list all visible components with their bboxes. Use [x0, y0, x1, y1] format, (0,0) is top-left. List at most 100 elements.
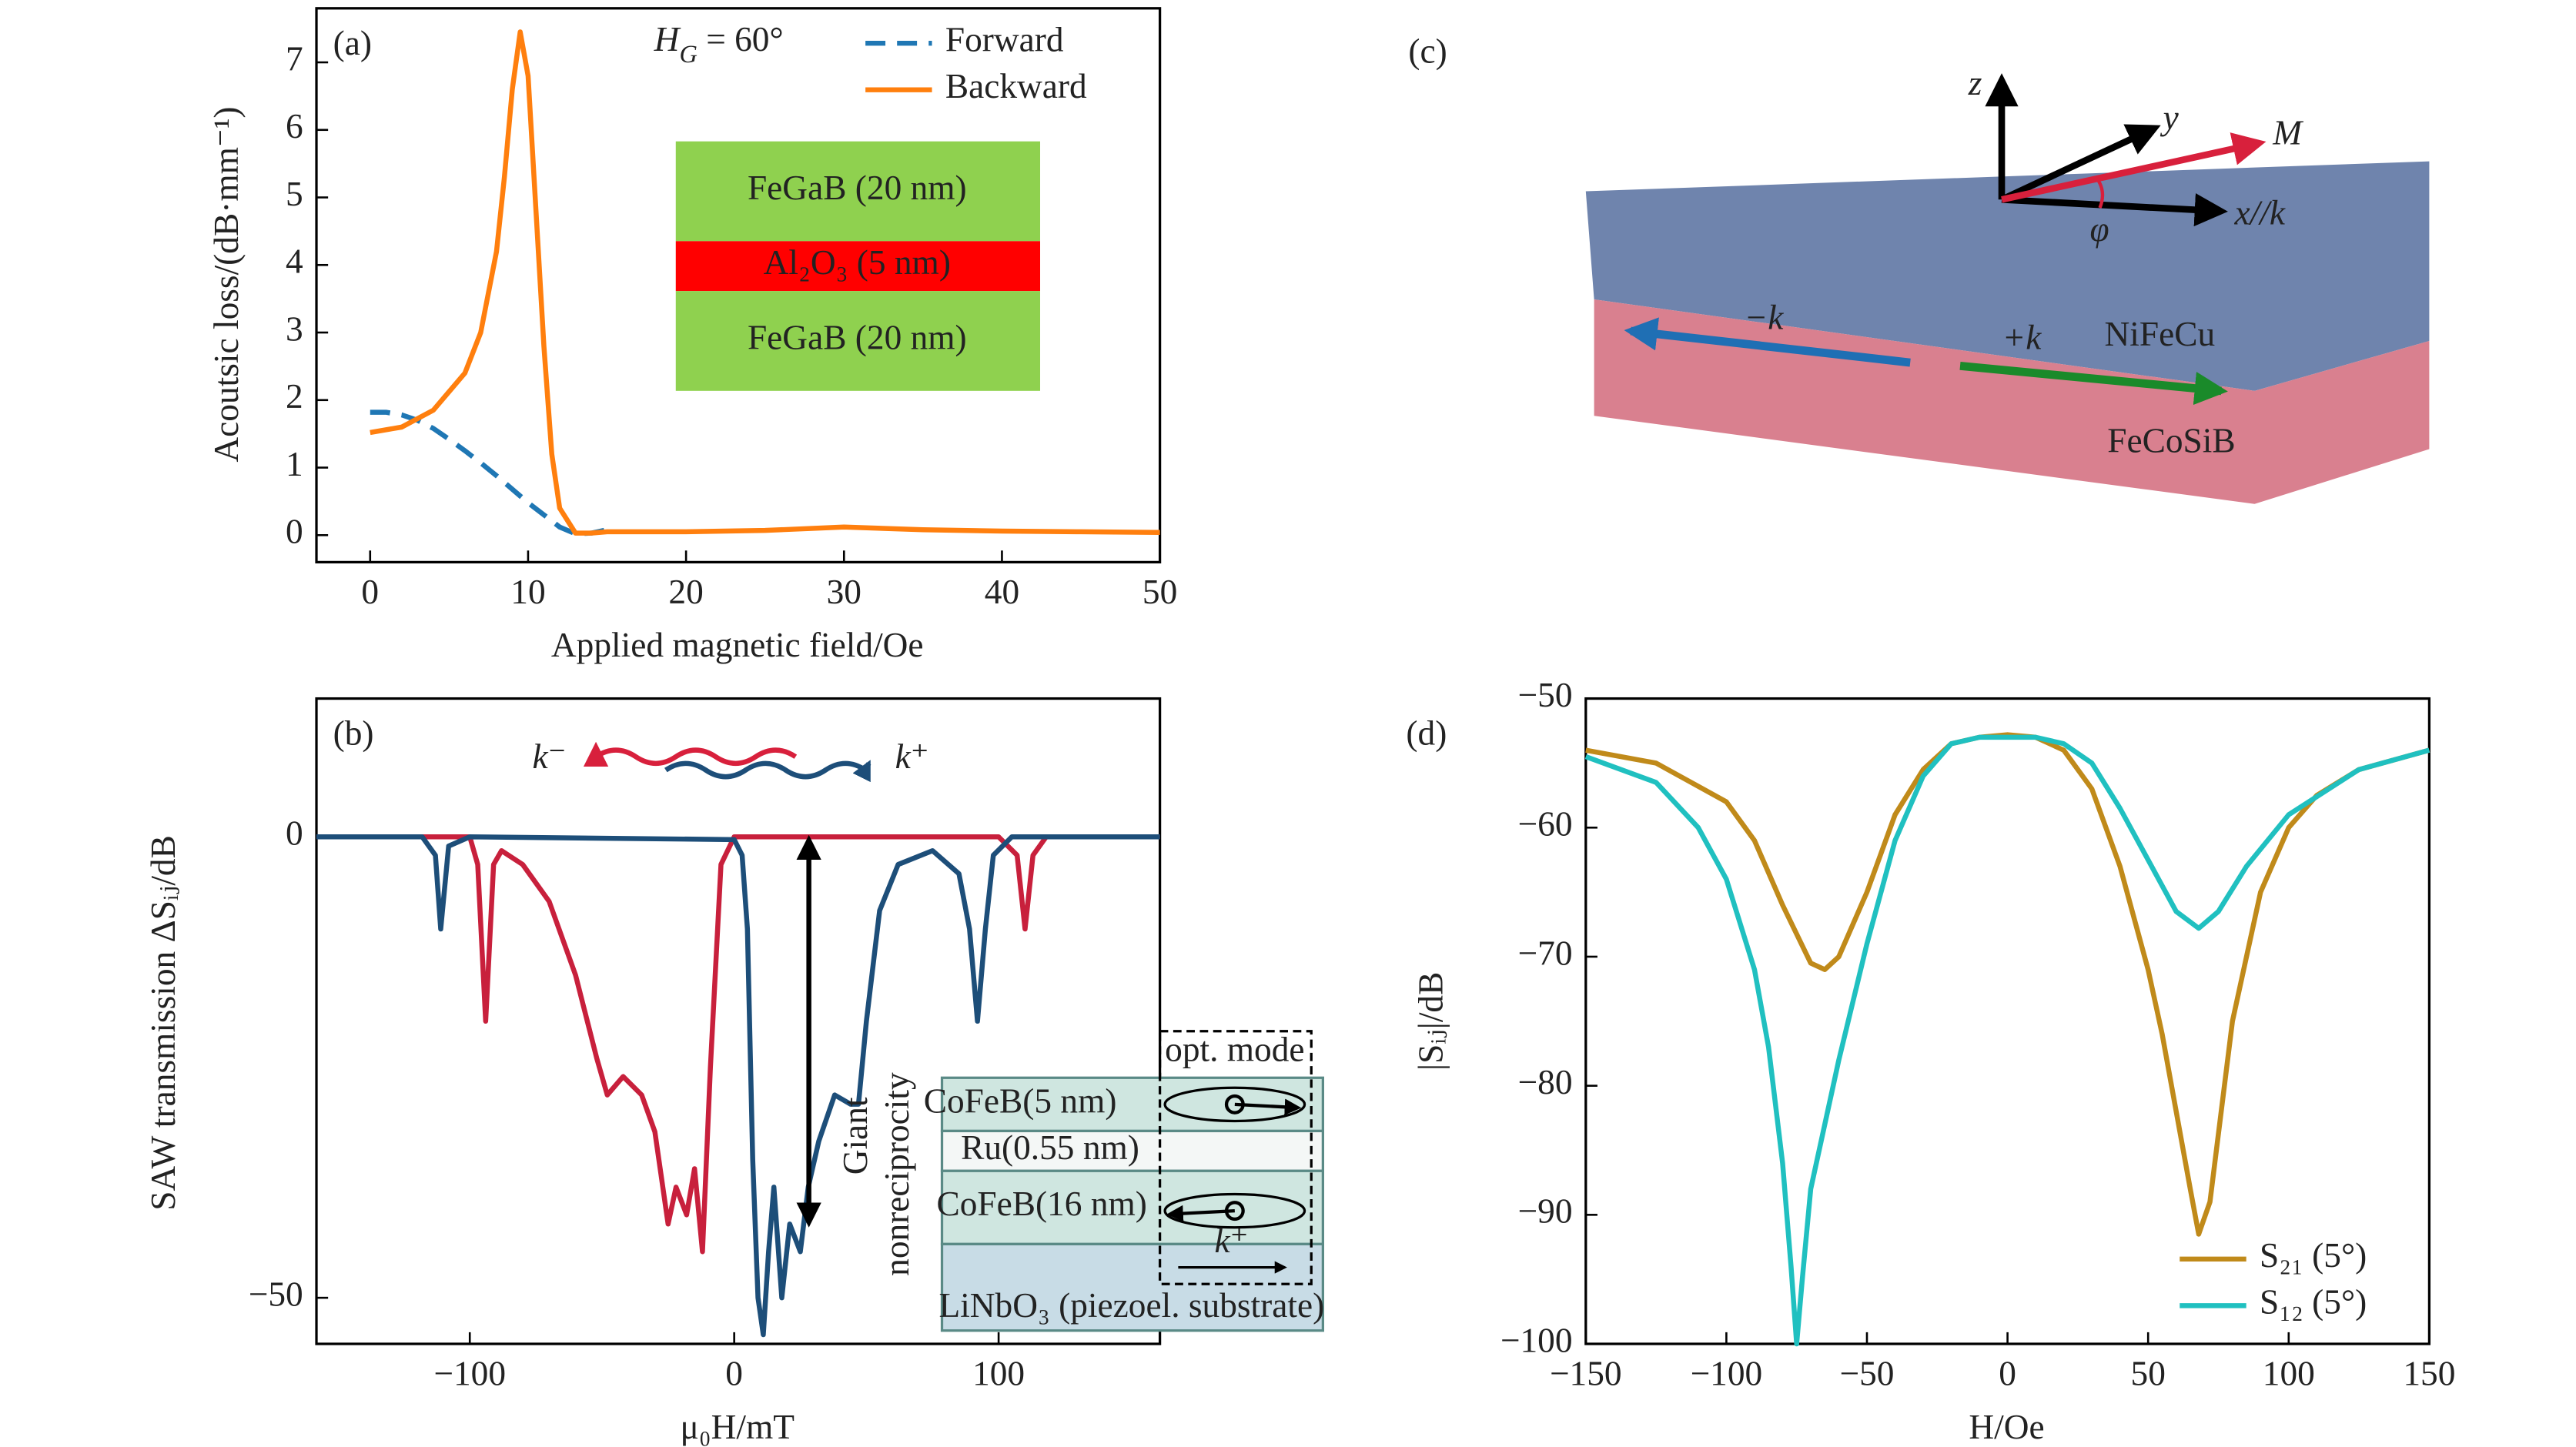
y-tick-label: 7: [286, 39, 303, 78]
inset-layer: [675, 291, 1041, 391]
y-tick-label: −90: [1518, 1192, 1573, 1231]
x-tick-label: 50: [1142, 573, 1177, 611]
annotation: HG = 60°: [654, 21, 784, 69]
y-tick-label: −60: [1518, 805, 1573, 844]
y-tick-label: 4: [286, 242, 303, 281]
x-axis-label: μ₀H/mT: [680, 1408, 794, 1446]
x-tick-label: 100: [972, 1355, 1025, 1393]
x-tick-label: 0: [1999, 1355, 2016, 1393]
annotation: k⁻: [533, 737, 567, 776]
annotation: Giant: [836, 1097, 875, 1175]
x-axis-label: H/Oe: [1969, 1408, 2044, 1446]
series-line: [1585, 732, 2430, 1237]
layer-label: NiFeCu: [2104, 315, 2215, 353]
wave-arrow: [583, 741, 798, 767]
legend-label: S₁₂ (5°): [2260, 1283, 2367, 1322]
inset-label: FeGaB (20 nm): [748, 169, 967, 207]
y-tick-label: 2: [286, 377, 303, 416]
y-tick-label: −70: [1518, 934, 1573, 972]
x-tick-label: −150: [1550, 1355, 1622, 1393]
y-tick-label: −100: [1500, 1321, 1573, 1359]
axis-name: M: [2272, 114, 2303, 152]
inset-label: CoFeB(16 nm): [936, 1185, 1146, 1223]
x-tick-label: 10: [510, 573, 545, 611]
x-tick-label: 50: [2131, 1355, 2166, 1393]
x-tick-label: 150: [2403, 1355, 2455, 1393]
x-tick-label: 0: [361, 573, 379, 611]
legend-label: Backward: [945, 67, 1087, 105]
inset-label: opt. mode: [1165, 1030, 1304, 1068]
x-tick-label: −100: [433, 1355, 506, 1393]
k-label: +k: [2002, 318, 2042, 356]
inset-layer: [940, 1242, 1324, 1332]
axis-arrow: [2001, 193, 2228, 227]
y-tick-label: 5: [286, 175, 303, 213]
y-tick-label: −50: [249, 1275, 303, 1314]
m-arrow: [2001, 132, 2267, 203]
y-tick-label: 1: [286, 445, 303, 483]
inset-layer: [940, 1169, 1324, 1245]
x-tick-label: 40: [985, 573, 1019, 611]
y-tick-label: 3: [286, 309, 303, 348]
inset-label: CoFeB(5 nm): [924, 1081, 1117, 1120]
dot-symbol: [1224, 1094, 1245, 1114]
x-tick-label: −50: [1840, 1355, 1895, 1393]
panel-label: (b): [333, 714, 374, 753]
y-tick-label: 0: [286, 513, 303, 551]
x-tick-label: 100: [2263, 1355, 2315, 1393]
inset-label: k⁺: [1214, 1221, 1248, 1260]
series-line: [370, 29, 1160, 536]
y-tick-label: −50: [1518, 676, 1573, 714]
panel-label: (c): [1408, 32, 1447, 71]
inset-label: Ru(0.55 nm): [961, 1128, 1139, 1167]
axis-name: z: [1968, 64, 1982, 102]
y-axis-label: SAW transmission ΔSᵢⱼ/dB: [144, 835, 182, 1211]
legend-label: Forward: [945, 21, 1064, 59]
inset-box: [1158, 1030, 1313, 1285]
k-label: −k: [1745, 298, 1785, 336]
y-tick-label: 0: [286, 814, 303, 853]
angle-name: φ: [2090, 210, 2109, 249]
annotation: nonreciprocity: [878, 1072, 916, 1276]
angle-arc: [2095, 176, 2105, 209]
inset-label: LiNbO₃ (piezoel. substrate): [938, 1286, 1324, 1325]
precession: [1163, 1192, 1306, 1229]
y-tick-label: −80: [1518, 1063, 1573, 1101]
panel-label: (d): [1406, 714, 1447, 753]
annotation-part: H: [654, 21, 681, 59]
plot-frame: [315, 697, 1162, 1345]
series-line: [1584, 734, 2430, 1347]
inset-layer: [675, 241, 1041, 292]
series-line: [370, 409, 608, 536]
y-axis-label: |Sᵢⱼ|/dB: [1412, 972, 1450, 1071]
k-arrow: [1959, 362, 2228, 406]
x-axis-label: Applied magnetic field/Oe: [551, 626, 924, 664]
inset-label: Al₂O₃ (5 nm): [764, 243, 951, 282]
axis-name: y: [2160, 99, 2180, 137]
series-line: [316, 834, 1160, 1338]
x-tick-label: 0: [725, 1355, 743, 1393]
legend-label: S₂₁ (5°): [2260, 1236, 2367, 1275]
annotation-part: = 60°: [698, 21, 784, 59]
cross-symbol: [1224, 1201, 1245, 1221]
series-line: [316, 834, 1160, 1255]
inset-label: FeGaB (20 nm): [748, 318, 967, 356]
x-tick-label: 30: [827, 573, 861, 611]
moment-arrow: [1234, 1098, 1302, 1116]
moment-arrow: [1166, 1205, 1235, 1222]
annotation-part: G: [679, 42, 697, 69]
axis-arrow: [2000, 124, 2161, 203]
wave-arrow: [664, 760, 871, 783]
precession: [1163, 1086, 1306, 1123]
layer-label: FeCoSiB: [2107, 421, 2235, 459]
x-tick-label: 20: [668, 573, 703, 611]
annotation: k⁺: [895, 737, 929, 776]
inset-layer: [675, 141, 1041, 242]
axis-name: x//k: [2234, 193, 2286, 232]
x-tick-label: −100: [1691, 1355, 1763, 1393]
plot-frame: [315, 7, 1162, 564]
y-tick-label: 6: [286, 107, 303, 145]
